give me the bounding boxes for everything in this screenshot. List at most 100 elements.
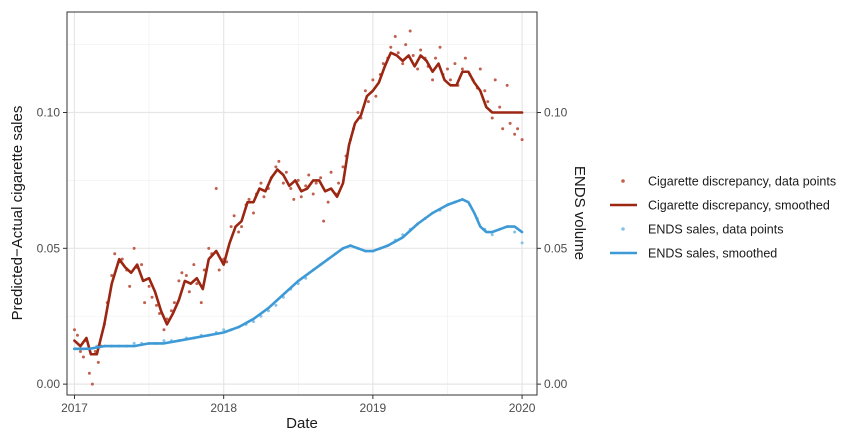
y-left-tick-label: 0.05	[37, 241, 61, 255]
data-point	[498, 105, 502, 109]
data-point	[222, 328, 226, 332]
data-point	[81, 355, 85, 359]
data-point	[252, 320, 256, 324]
y-left-tick-label: 0.00	[37, 377, 61, 391]
x-tick-label: 2018	[210, 401, 237, 415]
data-point	[150, 295, 154, 299]
data-point	[478, 67, 482, 71]
data-point	[490, 233, 494, 237]
data-point	[363, 89, 367, 93]
data-point	[329, 170, 333, 174]
data-point	[143, 301, 147, 305]
data-point	[187, 290, 191, 294]
data-point	[445, 67, 449, 71]
data-point	[72, 328, 76, 332]
data-point	[304, 184, 308, 188]
gridlines	[67, 12, 537, 395]
data-point	[460, 67, 464, 71]
data-point	[274, 303, 278, 307]
data-point	[448, 78, 452, 82]
legend-key-point	[621, 179, 625, 183]
data-point	[247, 197, 251, 201]
data-point	[177, 279, 181, 283]
series-cigarette-discrepancy-data-points	[72, 29, 524, 386]
data-point	[311, 192, 315, 196]
data-point	[411, 53, 415, 57]
data-point	[199, 301, 203, 305]
data-point	[296, 178, 300, 182]
legend-key-point	[621, 227, 625, 231]
data-point	[155, 303, 159, 307]
data-point	[262, 195, 266, 199]
data-point	[87, 371, 91, 375]
x-tick-label: 2020	[509, 401, 536, 415]
data-point	[401, 62, 405, 66]
data-point	[192, 263, 196, 267]
data-point	[453, 62, 457, 66]
data-point	[314, 181, 318, 185]
data-point	[113, 252, 117, 256]
data-point	[463, 56, 467, 60]
y-axis-left-title: Predicted−Actual cigarette sales	[9, 106, 26, 321]
data-point	[147, 284, 151, 288]
data-point	[277, 159, 281, 163]
series-cigarette-discrepancy-smoothed	[73, 51, 524, 356]
legend-label: Cigarette discrepancy, smoothed	[648, 199, 830, 213]
data-point	[259, 181, 263, 185]
data-point	[292, 197, 296, 201]
legend-item-cigarette-discrepancy-smoothed: Cigarette discrepancy, smoothed	[610, 199, 830, 213]
data-point	[381, 62, 385, 66]
data-point	[322, 219, 326, 223]
data-point	[202, 268, 206, 272]
data-point	[158, 312, 162, 316]
data-point	[78, 350, 82, 354]
data-point	[337, 181, 341, 185]
data-point	[284, 170, 288, 174]
data-point	[162, 328, 166, 332]
data-point	[389, 45, 393, 49]
data-point	[110, 273, 114, 277]
data-point	[184, 273, 188, 277]
series-line	[73, 51, 524, 356]
data-point	[520, 138, 524, 142]
data-point	[513, 230, 517, 234]
data-point	[493, 78, 497, 82]
legend: Cigarette discrepancy, data points Cigare…	[610, 175, 836, 261]
data-point	[486, 100, 490, 104]
data-point	[237, 230, 241, 234]
data-point	[520, 241, 524, 245]
data-point	[319, 176, 323, 180]
legend-label: Cigarette discrepancy, data points	[648, 175, 836, 189]
data-point	[252, 211, 256, 215]
data-point	[404, 43, 408, 47]
data-point	[508, 121, 512, 125]
data-point	[513, 132, 517, 136]
data-point	[229, 225, 233, 229]
series-line	[73, 198, 524, 351]
data-point	[374, 94, 378, 98]
data-point	[431, 78, 435, 82]
data-point	[501, 127, 505, 131]
data-point	[289, 187, 293, 191]
data-point	[419, 48, 423, 52]
data-point	[217, 268, 221, 272]
axes: 2017 2018 2019 2020 0.00 0.05 0.10 0.00 0.05 0.10	[37, 106, 568, 415]
y-right-tick-label: 0.10	[544, 106, 568, 120]
data-point	[393, 34, 397, 38]
series-layer	[72, 29, 524, 386]
plot-border	[66, 11, 538, 396]
data-point	[169, 309, 173, 313]
data-point	[195, 282, 199, 286]
data-point	[341, 165, 345, 169]
data-point	[232, 214, 236, 218]
data-point	[490, 116, 494, 120]
data-point	[90, 382, 94, 386]
data-point	[132, 246, 136, 250]
data-point	[96, 360, 100, 364]
y-right-tick-label: 0.00	[544, 377, 568, 391]
legend-label: ENDS sales, data points	[648, 223, 784, 237]
series-ends-sales-smoothed	[73, 198, 524, 351]
y-axis-right-title: ENDS volume	[571, 166, 588, 260]
y-left-tick-label: 0.10	[37, 106, 61, 120]
data-point	[207, 246, 211, 250]
